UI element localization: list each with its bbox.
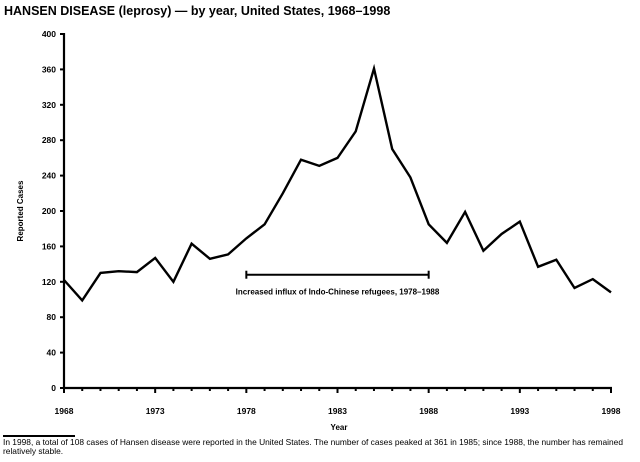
x-axis-title: Year [331, 423, 348, 432]
series [63, 63, 612, 303]
x-tick-label: 1983 [328, 406, 347, 416]
ticks: 0 40 80 120 160 200 240 280 320 360 400 1968 1973 197… [42, 29, 621, 416]
y-tick-label: 320 [42, 100, 56, 110]
x-tick-label: 1988 [419, 406, 438, 416]
annotations: Increased influx of Indo-Chinese refugee… [236, 270, 440, 297]
y-tick-label: 240 [42, 171, 56, 181]
y-tick-label: 120 [42, 277, 56, 287]
y-tick-label: 80 [47, 312, 57, 322]
x-tick-label: 1978 [237, 406, 256, 416]
x-tick-label: 1998 [602, 406, 621, 416]
x-tick-label: 1968 [55, 406, 74, 416]
y-tick-label: 400 [42, 29, 56, 39]
x-tick-label: 1993 [510, 406, 529, 416]
y-tick-label: 40 [47, 348, 57, 358]
y-tick-label: 0 [51, 383, 56, 393]
footnote: In 1998, a total of 108 cases of Hansen … [3, 437, 623, 457]
y-tick-label: 360 [42, 64, 56, 74]
x-tick-label: 1973 [146, 406, 165, 416]
y-tick-label: 280 [42, 135, 56, 145]
series-line [63, 63, 612, 303]
chart-title: HANSEN DISEASE (leprosy) — by year, Unit… [4, 4, 391, 18]
y-tick-label: 160 [42, 241, 56, 251]
axes [62, 33, 612, 390]
y-axis-title: Reported Cases [16, 180, 25, 241]
annotation-label: Increased influx of Indo-Chinese refugee… [236, 288, 440, 297]
y-tick-label: 200 [42, 206, 56, 216]
footnote-rule [3, 435, 75, 437]
